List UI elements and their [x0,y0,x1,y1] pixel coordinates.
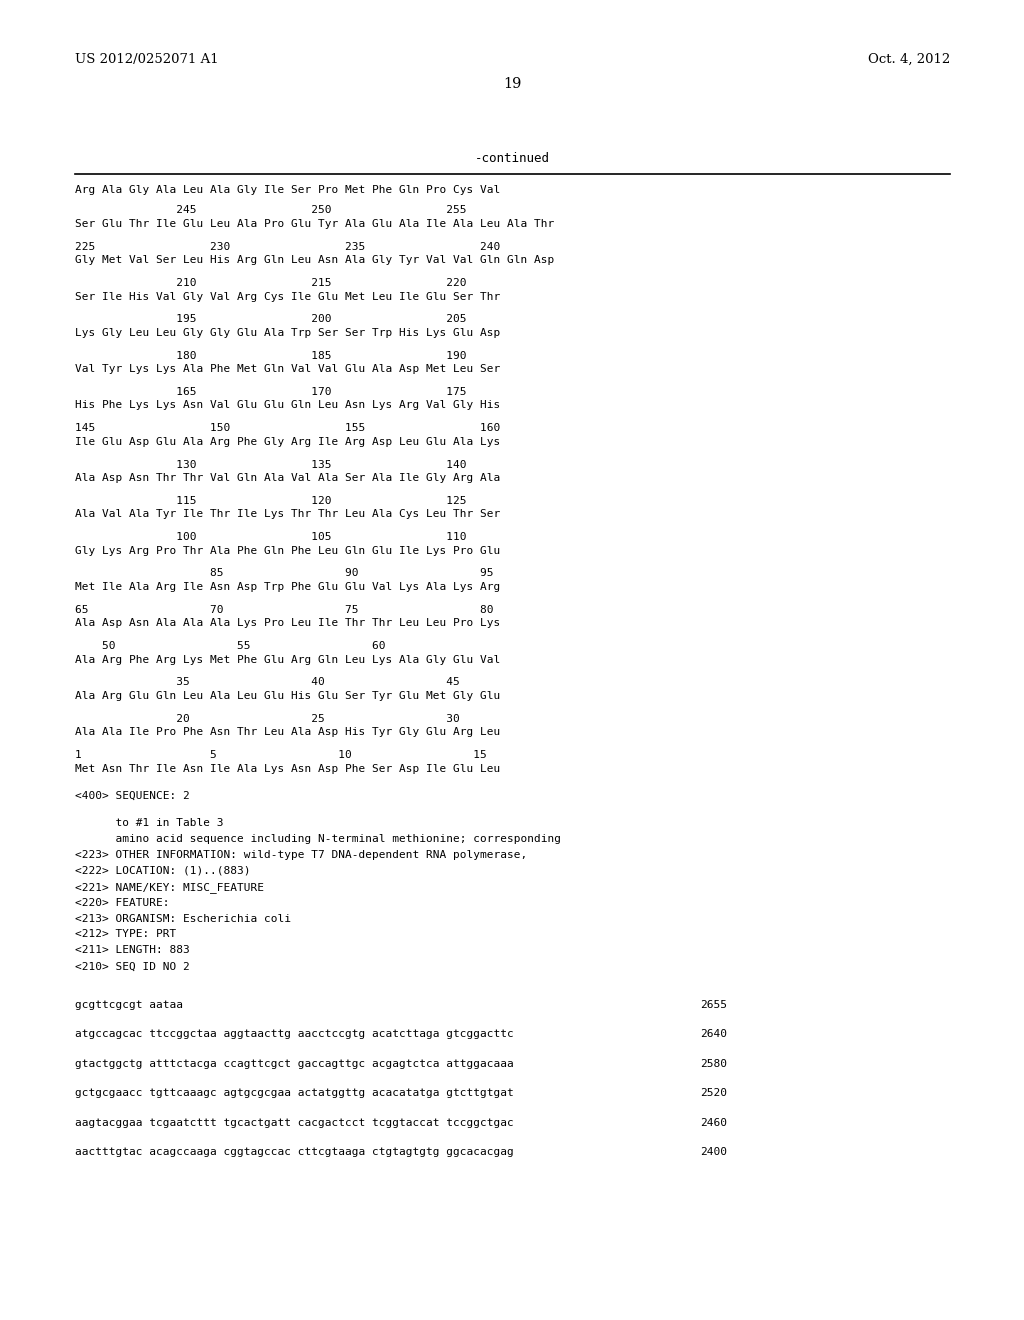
Text: gcgttcgcgt aataa: gcgttcgcgt aataa [75,999,183,1010]
Text: Ala Arg Phe Arg Lys Met Phe Glu Arg Gln Leu Lys Ala Gly Glu Val: Ala Arg Phe Arg Lys Met Phe Glu Arg Gln … [75,655,501,665]
Text: 85                  90                  95: 85 90 95 [75,569,494,578]
Text: Val Tyr Lys Lys Ala Phe Met Gln Val Val Glu Ala Asp Met Leu Ser: Val Tyr Lys Lys Ala Phe Met Gln Val Val … [75,364,501,374]
Text: Arg Ala Gly Ala Leu Ala Gly Ile Ser Pro Met Phe Gln Pro Cys Val: Arg Ala Gly Ala Leu Ala Gly Ile Ser Pro … [75,185,501,195]
Text: <211> LENGTH: 883: <211> LENGTH: 883 [75,945,189,956]
Text: gtactggctg atttctacga ccagttcgct gaccagttgc acgagtctca attggacaaa: gtactggctg atttctacga ccagttcgct gaccagt… [75,1059,514,1069]
Text: <221> NAME/KEY: MISC_FEATURE: <221> NAME/KEY: MISC_FEATURE [75,882,264,892]
Text: His Phe Lys Lys Asn Val Glu Glu Gln Leu Asn Lys Arg Val Gly His: His Phe Lys Lys Asn Val Glu Glu Gln Leu … [75,400,501,411]
Text: 2400: 2400 [700,1147,727,1158]
Text: 65                  70                  75                  80: 65 70 75 80 [75,605,494,615]
Text: amino acid sequence including N-terminal methionine; corresponding: amino acid sequence including N-terminal… [75,834,561,843]
Text: 2640: 2640 [700,1030,727,1039]
Text: 20                  25                  30: 20 25 30 [75,714,460,723]
Text: 210                 215                 220: 210 215 220 [75,279,467,288]
Text: <213> ORGANISM: Escherichia coli: <213> ORGANISM: Escherichia coli [75,913,291,924]
Text: Oct. 4, 2012: Oct. 4, 2012 [867,53,950,66]
Text: Lys Gly Leu Leu Gly Gly Glu Ala Trp Ser Ser Trp His Lys Glu Asp: Lys Gly Leu Leu Gly Gly Glu Ala Trp Ser … [75,327,501,338]
Text: Ser Ile His Val Gly Val Arg Cys Ile Glu Met Leu Ile Glu Ser Thr: Ser Ile His Val Gly Val Arg Cys Ile Glu … [75,292,501,301]
Text: 1                   5                  10                  15: 1 5 10 15 [75,750,486,760]
Text: Gly Met Val Ser Leu His Arg Gln Leu Asn Ala Gly Tyr Val Val Gln Gln Asp: Gly Met Val Ser Leu His Arg Gln Leu Asn … [75,255,554,265]
Text: Ala Ala Ile Pro Phe Asn Thr Leu Ala Asp His Tyr Gly Glu Arg Leu: Ala Ala Ile Pro Phe Asn Thr Leu Ala Asp … [75,727,501,738]
Text: 165                 170                 175: 165 170 175 [75,387,467,397]
Text: 195                 200                 205: 195 200 205 [75,314,467,325]
Text: 2460: 2460 [700,1118,727,1127]
Text: <400> SEQUENCE: 2: <400> SEQUENCE: 2 [75,791,189,801]
Text: Ile Glu Asp Glu Ala Arg Phe Gly Arg Ile Arg Asp Leu Glu Ala Lys: Ile Glu Asp Glu Ala Arg Phe Gly Arg Ile … [75,437,501,446]
Text: Ser Glu Thr Ile Glu Leu Ala Pro Glu Tyr Ala Glu Ala Ile Ala Leu Ala Thr: Ser Glu Thr Ile Glu Leu Ala Pro Glu Tyr … [75,219,554,228]
Text: 145                 150                 155                 160: 145 150 155 160 [75,424,501,433]
Text: to #1 in Table 3: to #1 in Table 3 [75,818,223,828]
Text: atgccagcac ttccggctaa aggtaacttg aacctccgtg acatcttaga gtcggacttc: atgccagcac ttccggctaa aggtaacttg aacctcc… [75,1030,514,1039]
Text: 2520: 2520 [700,1089,727,1098]
Text: -continued: -continued [474,152,550,165]
Text: <212> TYPE: PRT: <212> TYPE: PRT [75,929,176,940]
Text: 35                  40                  45: 35 40 45 [75,677,460,688]
Text: Met Asn Thr Ile Asn Ile Ala Lys Asn Asp Phe Ser Asp Ile Glu Leu: Met Asn Thr Ile Asn Ile Ala Lys Asn Asp … [75,764,501,774]
Text: 225                 230                 235                 240: 225 230 235 240 [75,242,501,252]
Text: 100                 105                 110: 100 105 110 [75,532,467,543]
Text: aagtacggaa tcgaatcttt tgcactgatt cacgactcct tcggtaccat tccggctgac: aagtacggaa tcgaatcttt tgcactgatt cacgact… [75,1118,514,1127]
Text: aactttgtac acagccaaga cggtagccac cttcgtaaga ctgtagtgtg ggcacacgag: aactttgtac acagccaaga cggtagccac cttcgta… [75,1147,514,1158]
Text: <220> FEATURE:: <220> FEATURE: [75,898,170,908]
Text: <223> OTHER INFORMATION: wild-type T7 DNA-dependent RNA polymerase,: <223> OTHER INFORMATION: wild-type T7 DN… [75,850,527,861]
Text: 19: 19 [503,77,521,91]
Text: Met Ile Ala Arg Ile Asn Asp Trp Phe Glu Glu Val Lys Ala Lys Arg: Met Ile Ala Arg Ile Asn Asp Trp Phe Glu … [75,582,501,593]
Text: 50                  55                  60: 50 55 60 [75,642,385,651]
Text: US 2012/0252071 A1: US 2012/0252071 A1 [75,53,219,66]
Text: Ala Asp Asn Thr Thr Val Gln Ala Val Ala Ser Ala Ile Gly Arg Ala: Ala Asp Asn Thr Thr Val Gln Ala Val Ala … [75,473,501,483]
Text: Gly Lys Arg Pro Thr Ala Phe Gln Phe Leu Gln Glu Ile Lys Pro Glu: Gly Lys Arg Pro Thr Ala Phe Gln Phe Leu … [75,545,501,556]
Text: <222> LOCATION: (1)..(883): <222> LOCATION: (1)..(883) [75,866,251,876]
Text: 2580: 2580 [700,1059,727,1069]
Text: 245                 250                 255: 245 250 255 [75,205,467,215]
Text: <210> SEQ ID NO 2: <210> SEQ ID NO 2 [75,961,189,972]
Text: 180                 185                 190: 180 185 190 [75,351,467,360]
Text: Ala Asp Asn Ala Ala Ala Lys Pro Leu Ile Thr Thr Leu Leu Pro Lys: Ala Asp Asn Ala Ala Ala Lys Pro Leu Ile … [75,619,501,628]
Text: Ala Val Ala Tyr Ile Thr Ile Lys Thr Thr Leu Ala Cys Leu Thr Ser: Ala Val Ala Tyr Ile Thr Ile Lys Thr Thr … [75,510,501,520]
Text: 130                 135                 140: 130 135 140 [75,459,467,470]
Text: gctgcgaacc tgttcaaagc agtgcgcgaa actatggttg acacatatga gtcttgtgat: gctgcgaacc tgttcaaagc agtgcgcgaa actatgg… [75,1089,514,1098]
Text: Ala Arg Glu Gln Leu Ala Leu Glu His Glu Ser Tyr Glu Met Gly Glu: Ala Arg Glu Gln Leu Ala Leu Glu His Glu … [75,692,501,701]
Text: 115                 120                 125: 115 120 125 [75,496,467,506]
Text: 2655: 2655 [700,999,727,1010]
